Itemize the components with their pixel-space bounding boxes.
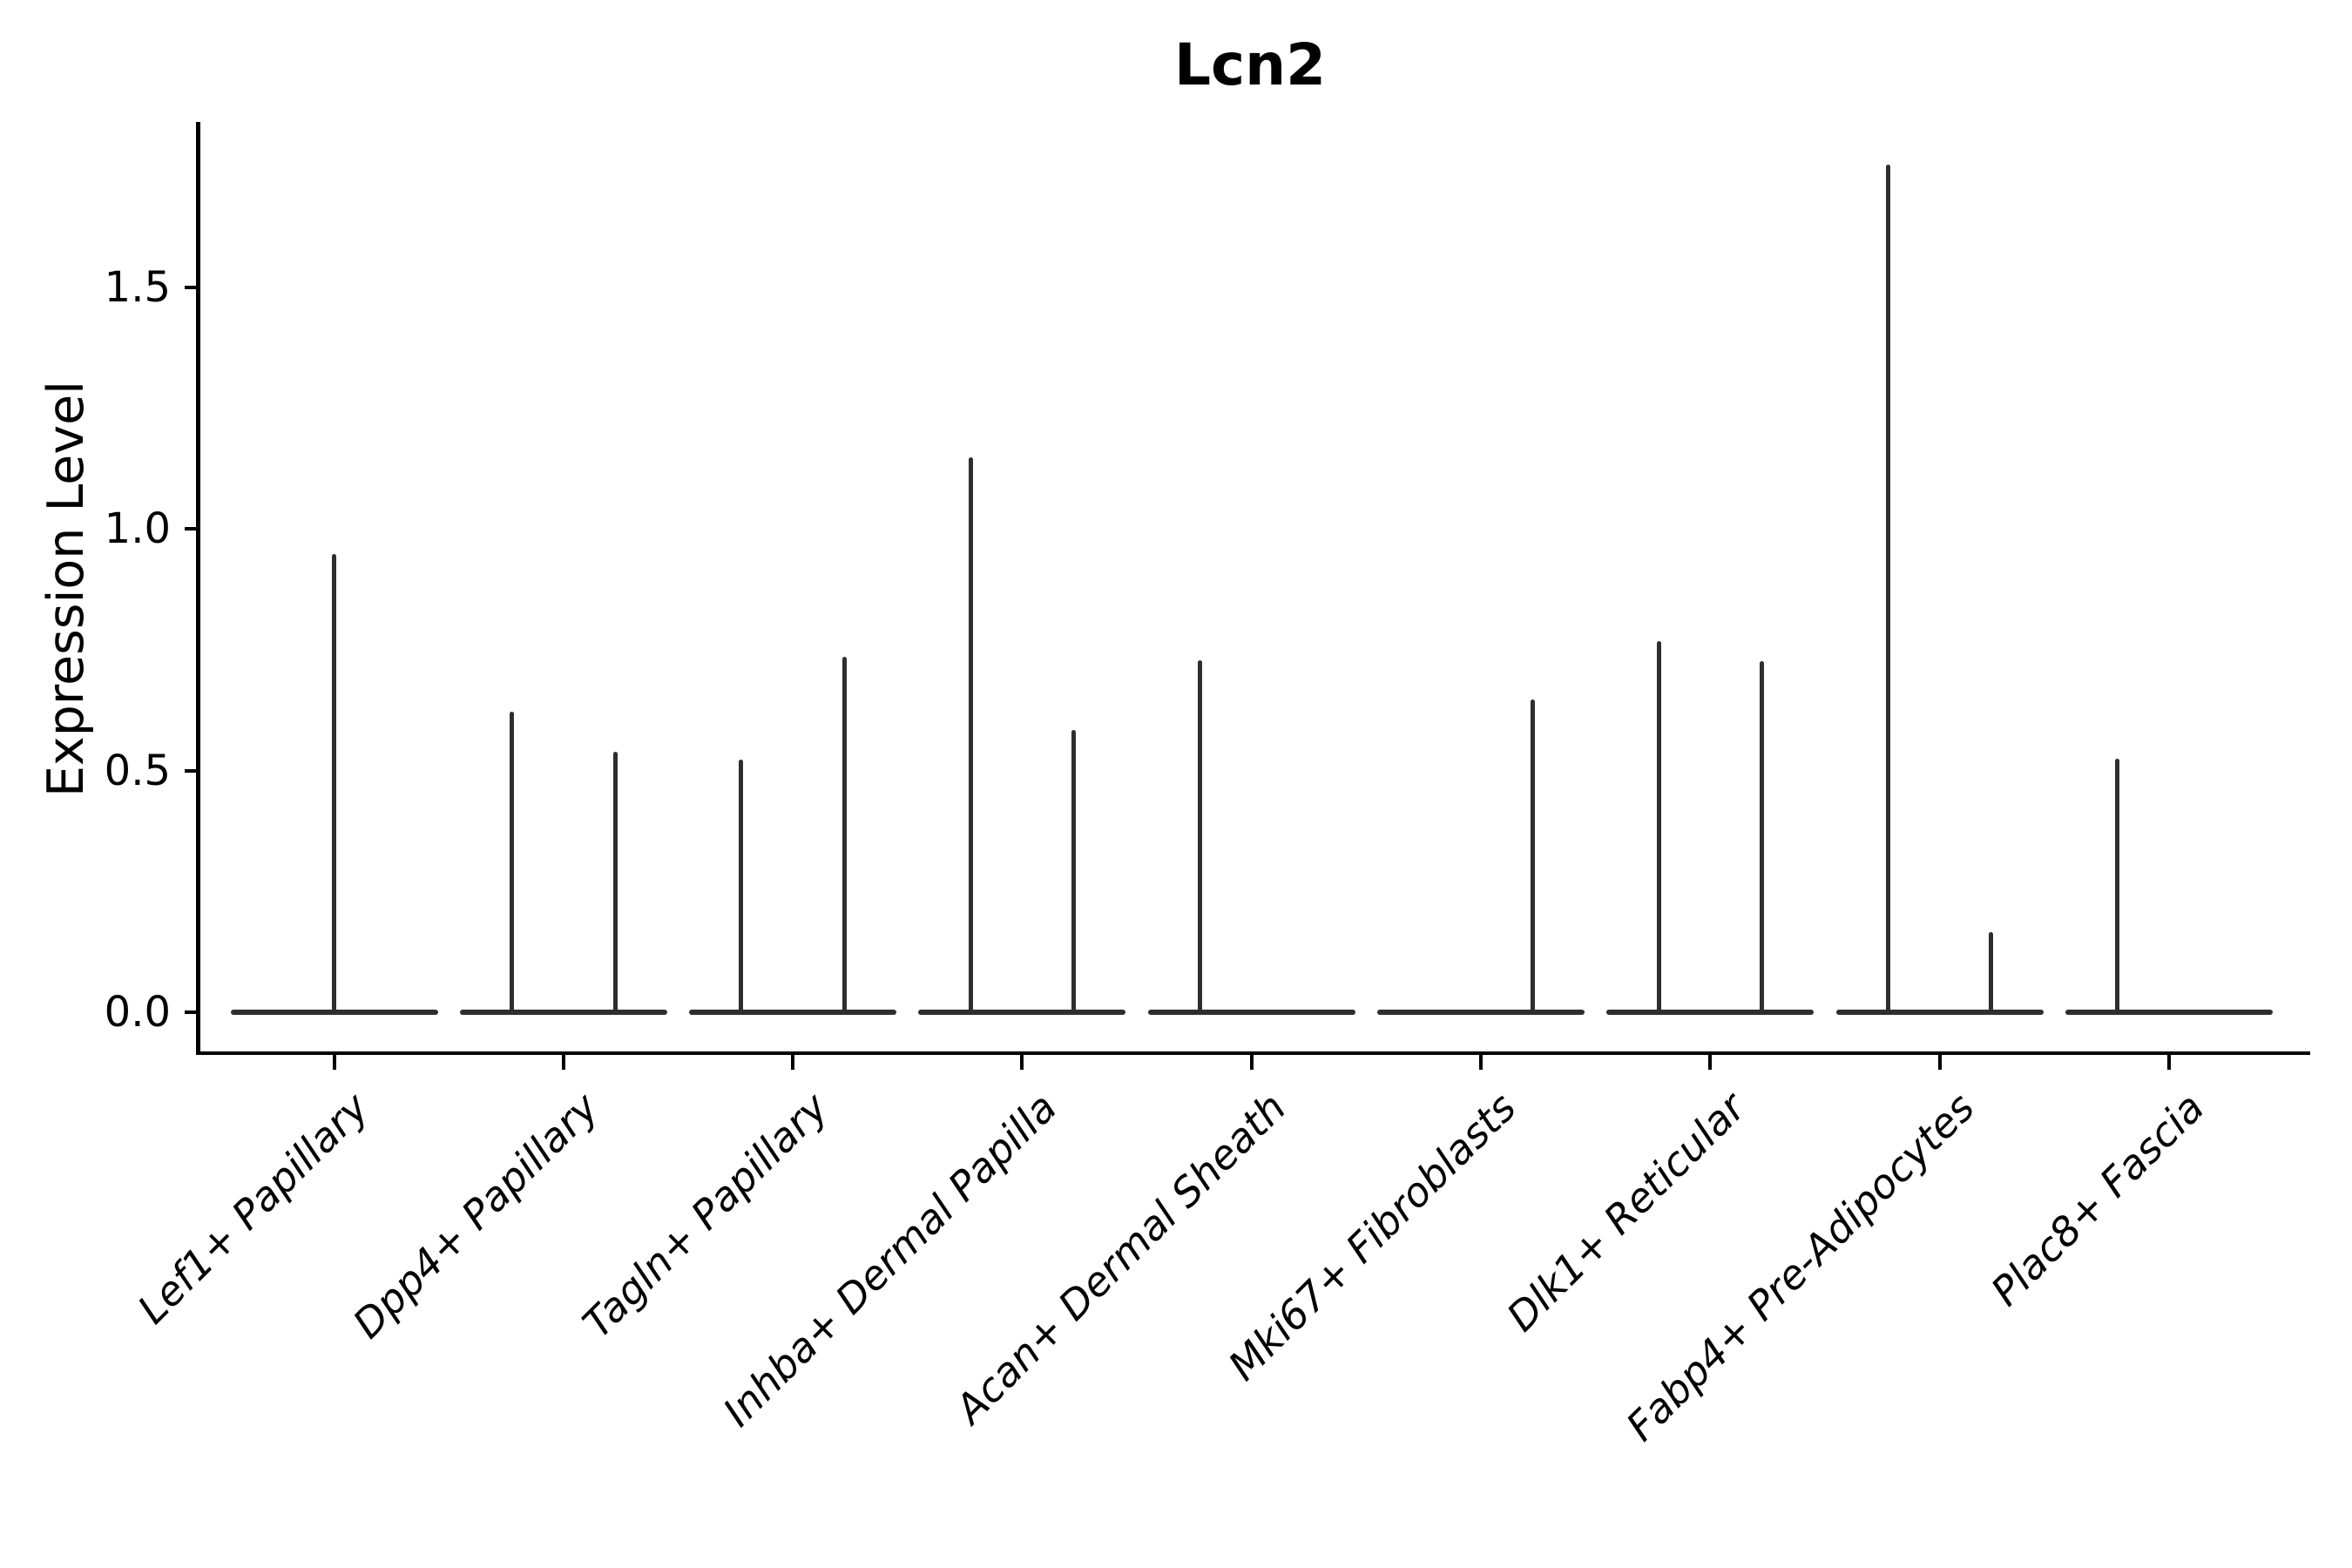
x-tick-mark [1020,1053,1024,1070]
x-tick-mark [1708,1053,1713,1070]
x-tick-mark [332,1053,336,1070]
violin-density-spike [2115,758,2120,1012]
x-tick-mark [561,1053,565,1070]
violin-density-spike [1885,165,1890,1012]
violin-baseline [918,1010,1126,1015]
violin-density-spike [612,752,618,1012]
violin-baseline [689,1010,897,1015]
y-axis-spine [196,122,200,1055]
y-tick-label: 0.5 [104,746,171,795]
y-tick-mark [185,285,199,289]
violin-density-spike [1989,931,1994,1012]
violin-density-spike [739,760,744,1012]
violin-baseline [1147,1010,1355,1015]
violin-baseline [2065,1010,2273,1015]
violin-density-spike [510,711,515,1012]
x-tick-label: Dlk1+ Reticular [1497,1084,1754,1341]
y-tick-mark [185,527,199,531]
y-axis-label: Expression Level [37,381,95,797]
y-tick-label: 0.0 [104,988,171,1037]
violin-baseline [1835,1010,2044,1015]
x-tick-mark [1249,1053,1254,1070]
violin-density-spike [1198,660,1202,1012]
plot-title: Lcn2 [1173,31,1327,98]
y-tick-mark [185,768,199,773]
x-tick-mark [1479,1053,1483,1070]
x-tick-label: Dpp4+ Papillary [343,1084,607,1348]
x-tick-mark [1937,1053,1942,1070]
violin-density-spike [1656,641,1661,1012]
violin-density-spike [1530,699,1535,1012]
violin-baseline [230,1010,438,1015]
x-tick-mark [791,1053,795,1070]
violin-density-spike [1071,729,1077,1012]
y-tick-label: 1.0 [104,504,171,554]
violin-density-spike [332,554,336,1012]
x-tick-mark [2166,1053,2171,1070]
y-tick-mark [185,1010,199,1014]
x-tick-label: Plac8+ Fascia [1981,1084,2213,1315]
violin-baseline [1377,1010,1585,1015]
y-tick-label: 1.5 [104,262,171,312]
violin-baseline [459,1010,667,1015]
violin-density-spike [841,656,847,1012]
violin-density-spike [968,457,973,1012]
violin-baseline [1606,1010,1815,1015]
x-tick-label: Lef1+ Papillary [128,1084,378,1333]
violin-density-spike [1760,660,1764,1012]
x-tick-label: Tagln+ Papillary [572,1084,837,1348]
